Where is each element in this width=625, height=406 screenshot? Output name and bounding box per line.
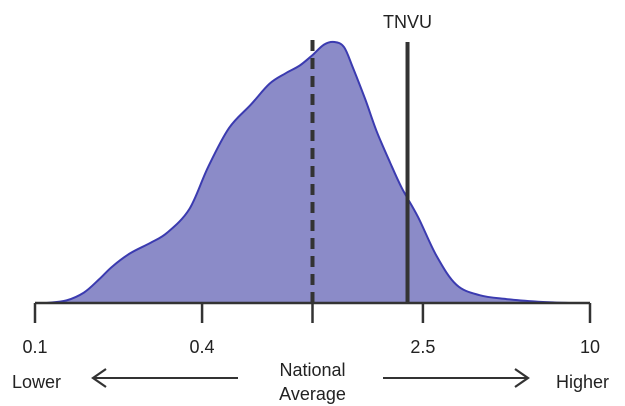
arrow-right-head xyxy=(514,368,530,388)
tnvu-marker-label: TNVU xyxy=(383,12,432,32)
x-tick-label: 10 xyxy=(580,337,600,357)
density-curve xyxy=(46,40,571,304)
arrow-right-icon xyxy=(383,368,530,388)
x-axis: 0.1 0.4 2.5 10 xyxy=(22,301,600,357)
national-average-label-line1: National xyxy=(279,360,345,380)
x-tick-label: 0.1 xyxy=(22,337,47,357)
higher-label: Higher xyxy=(556,372,609,392)
x-tick-label: 0.4 xyxy=(190,337,215,357)
lower-label: Lower xyxy=(12,372,61,392)
arrow-left-head xyxy=(91,368,107,388)
arrow-left-icon xyxy=(91,368,238,388)
x-tick-label: 2.5 xyxy=(410,337,435,357)
direction-scale: Lower Higher National Average xyxy=(12,360,609,404)
density-layer xyxy=(46,40,571,304)
national-average-label-line2: Average xyxy=(279,384,346,404)
density-area xyxy=(46,41,571,303)
reference-lines xyxy=(310,40,410,303)
